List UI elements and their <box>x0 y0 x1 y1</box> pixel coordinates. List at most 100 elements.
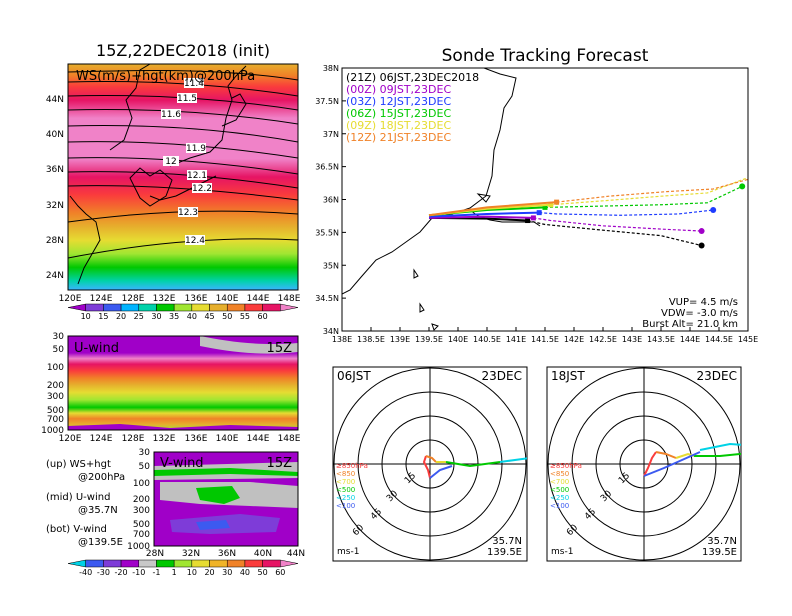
v-wind-blue-deep <box>196 520 230 530</box>
colorbar-swatch <box>173 303 193 312</box>
p-legend-item: <700 <box>550 478 569 486</box>
colorbar-tick: 55 <box>240 312 250 321</box>
burst-marker <box>548 202 554 208</box>
legend-entry: (09Z) 18JST,23DEC <box>346 119 451 132</box>
x-tick-label: 144.5E <box>705 335 733 344</box>
tracking-series <box>428 170 763 249</box>
u-wind-time: 15Z <box>267 341 293 356</box>
lon-tick: 140E <box>216 434 239 444</box>
contour-label: 11.6 <box>161 110 181 120</box>
hodo-left-coord1: 35.7N <box>492 536 522 547</box>
colorbar-swatch <box>120 303 140 312</box>
tracking-y-ticks: 34N 34.5N 35N 35.5N 36N 36.5N 37N 37.5N 38N <box>315 64 339 336</box>
p-tick: 1000 <box>127 542 150 552</box>
burst-marker <box>536 210 542 216</box>
burst-marker <box>525 218 531 224</box>
x-tick-label: 138E <box>332 335 352 344</box>
x-tick-label: 141E <box>506 335 526 344</box>
ws-contour-labels: 11.4 11.5 11.6 11.9 12 12.1 12.2 12.3 12… <box>161 78 212 246</box>
p-legend-item: <100 <box>336 502 355 510</box>
lat-tick: 32N <box>46 201 64 211</box>
p-tick: 300 <box>133 506 150 516</box>
colorbar-tick: -40 <box>79 568 92 577</box>
lat-tick: 24N <box>46 271 64 281</box>
colorbar-swatch <box>244 559 263 568</box>
p-tick: 50 <box>139 462 151 472</box>
track-line-descent <box>533 217 702 232</box>
x-tick-label: 141.5E <box>531 335 559 344</box>
colorbar-swatch <box>173 559 193 568</box>
left-title: 15Z,22DEC2018 (init) <box>96 41 270 60</box>
colorbar-tick: 10 <box>81 312 91 321</box>
bottom-colorbar <box>67 559 299 568</box>
p-legend-item: <500 <box>336 486 355 494</box>
y-tick-label: 37N <box>323 130 339 139</box>
info-burst: Burst Alt= 21.0 km <box>642 319 738 330</box>
lon-tick: 144E <box>247 294 270 304</box>
hodo-left-time: 06JST <box>337 369 371 383</box>
u-wind-panel: U-wind 15Z 30 50 100 200 300 500 700 100… <box>41 332 301 444</box>
ws-colorbar <box>67 303 299 312</box>
v-wind-green-band <box>154 468 298 476</box>
lat-tick: 44N <box>46 95 64 105</box>
y-tick-label: 36.5N <box>315 163 339 172</box>
lon-tick: 120E <box>59 434 82 444</box>
p-legend-item: <250 <box>550 494 569 502</box>
p-tick: 100 <box>133 479 150 489</box>
colorbar-tick: -30 <box>97 568 110 577</box>
tracking-info: VUP= 4.5 m/s VDW= -3.0 m/s Burst Alt= 21… <box>642 297 738 330</box>
v-wind-frame <box>153 451 299 547</box>
colorbar-swatch <box>138 559 157 568</box>
colorbar-swatch <box>191 559 210 568</box>
v-wind-panel: V-wind 15Z 30 50 100 200 300 500 700 100… <box>127 448 305 559</box>
colorbar-tick: 60 <box>275 568 285 577</box>
p-tick: 500 <box>133 520 150 530</box>
track-line-descent <box>544 185 743 208</box>
colorbar-tick: -20 <box>115 568 128 577</box>
x-tick-label: 144E <box>680 335 700 344</box>
p-legend-item: <850 <box>336 470 355 478</box>
p-tick: 700 <box>133 530 150 540</box>
track-line-ascent <box>428 211 540 218</box>
u-lon-ticks: 120E 124E 128E 132E 136E 140E 144E 148E <box>59 434 301 444</box>
contour-label: 12.4 <box>185 236 205 246</box>
lon-tick: 144E <box>247 434 270 444</box>
colorbar-swatch <box>280 303 299 312</box>
colorbar-tick: 20 <box>116 312 126 321</box>
hodo-left-unit: ms-1 <box>337 547 359 557</box>
desc-bot-2: @139.5E <box>78 537 123 548</box>
hodo-right-date: 23DEC <box>697 369 737 383</box>
lat-tick: 32N <box>182 549 200 559</box>
p-legend-item: <250 <box>336 494 355 502</box>
hodo-left-p-legend: ≥850hPa <850 <700 <500 <250 <100 <box>336 462 368 510</box>
legend-entry: (06Z) 15JST,23DEC <box>346 107 451 120</box>
colorbar-tick: 30 <box>222 568 232 577</box>
colorbar-tick: 45 <box>204 312 214 321</box>
contour-label: 12.3 <box>178 208 198 218</box>
track-line-ascent <box>428 215 534 219</box>
colorbar-swatch <box>191 303 210 312</box>
burst-marker <box>530 215 536 221</box>
u-wind-gray-band <box>200 336 298 354</box>
tracking-map-frame <box>341 67 749 332</box>
colorbar-swatch <box>138 303 157 312</box>
track-line-descent <box>539 209 714 216</box>
colorbar-swatch <box>244 303 263 312</box>
hodograph-left: 06JST 23DEC 15 30 45 60 ≥850hPa <850 <70… <box>332 366 528 562</box>
contour-label: 11.5 <box>177 94 197 104</box>
p-legend-item: <850 <box>550 470 569 478</box>
tracking-legend: (21Z) 06JST,23DEC2018(00Z) 09JST,23DEC(0… <box>346 71 479 144</box>
burst-marker <box>542 204 548 210</box>
p-legend-item: <700 <box>336 478 355 486</box>
lat-tick: 28N <box>46 236 64 246</box>
landing-marker <box>757 170 763 176</box>
legend-entry: (12Z) 21JST,23DEC <box>346 131 451 144</box>
colorbar-tick: 40 <box>240 568 250 577</box>
p-legend-item: <100 <box>550 502 569 510</box>
lon-tick: 136E <box>185 434 208 444</box>
p-legend-item: ≥850hPa <box>336 462 368 470</box>
x-tick-label: 139E <box>390 335 410 344</box>
hodo-right-rings <box>547 367 741 561</box>
hodo-right-time: 18JST <box>551 369 585 383</box>
v-wind-label: V-wind <box>160 456 204 471</box>
